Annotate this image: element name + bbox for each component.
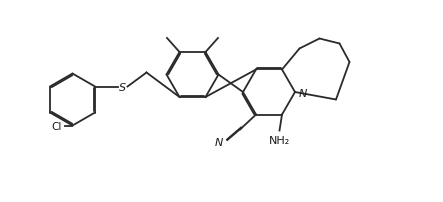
Text: Cl: Cl — [51, 121, 62, 131]
Text: NH₂: NH₂ — [269, 135, 290, 145]
Text: N: N — [299, 88, 307, 99]
Text: S: S — [119, 82, 126, 92]
Text: N: N — [214, 137, 223, 147]
